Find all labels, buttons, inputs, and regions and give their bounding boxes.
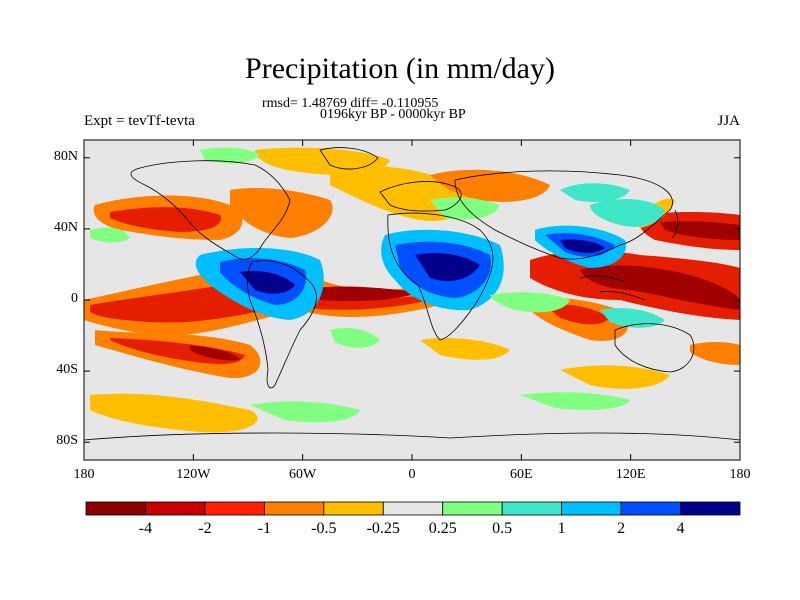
colorbar-swatch [204, 501, 265, 516]
y-tick-label: 40S [56, 362, 78, 378]
stats-subtitle: rmsd= 1.48769 diff= -0.110955 [262, 96, 439, 111]
period-subtitle: 0196kyr BP - 0000kyr BP [320, 107, 466, 122]
colorbar-label: -0.25 [366, 520, 400, 537]
colorbar-label: 2 [617, 520, 626, 537]
x-tick-label: 60E [510, 467, 533, 482]
x-tick-label: 60W [289, 467, 317, 482]
colorbar-swatch [263, 501, 325, 516]
colorbar-label: 1 [557, 520, 566, 537]
colorbar [85, 501, 741, 516]
x-tick-label: 120W [176, 467, 211, 482]
colorbar-label: 0.5 [492, 520, 513, 537]
colorbar-swatch [501, 501, 563, 516]
experiment-label: Expt = tevTf-tevta [84, 113, 195, 129]
x-tick-label: 120E [615, 467, 646, 482]
colorbar-swatch [323, 501, 384, 516]
y-tick-label: 0 [71, 291, 78, 306]
y-tick-label: 40N [53, 219, 78, 235]
wet-anomalies [90, 147, 665, 423]
colorbar-label: 0.25 [428, 520, 457, 537]
y-tick-label: 80S [56, 433, 78, 449]
x-tick-label: 180 [73, 467, 95, 482]
colorbar-label: 4 [676, 520, 685, 537]
colorbar-swatch [680, 501, 741, 516]
map-title: Precipitation (in mm/day) [245, 52, 555, 85]
colorbar-swatch [382, 501, 444, 516]
colorbar-label: -1 [257, 520, 272, 537]
y-tick-label: 80N [53, 148, 78, 164]
map-field [84, 140, 740, 460]
colorbar-label: -0.5 [311, 520, 337, 537]
coastlines [84, 147, 740, 441]
season-label: JJA [717, 113, 740, 129]
colorbar-swatch [85, 501, 146, 516]
x-tick-label: 0 [408, 467, 416, 482]
colorbar-swatch [145, 501, 206, 516]
colorbar-swatch [442, 501, 503, 516]
y-axis-ticks [84, 157, 740, 443]
colorbar-swatch [561, 501, 622, 516]
x-axis-ticks [83, 140, 741, 460]
colorbar-swatch [620, 501, 681, 516]
x-tick-label: 180 [729, 467, 751, 482]
colorbar-label: -4 [138, 520, 153, 537]
colorbar-label: -2 [198, 520, 212, 537]
